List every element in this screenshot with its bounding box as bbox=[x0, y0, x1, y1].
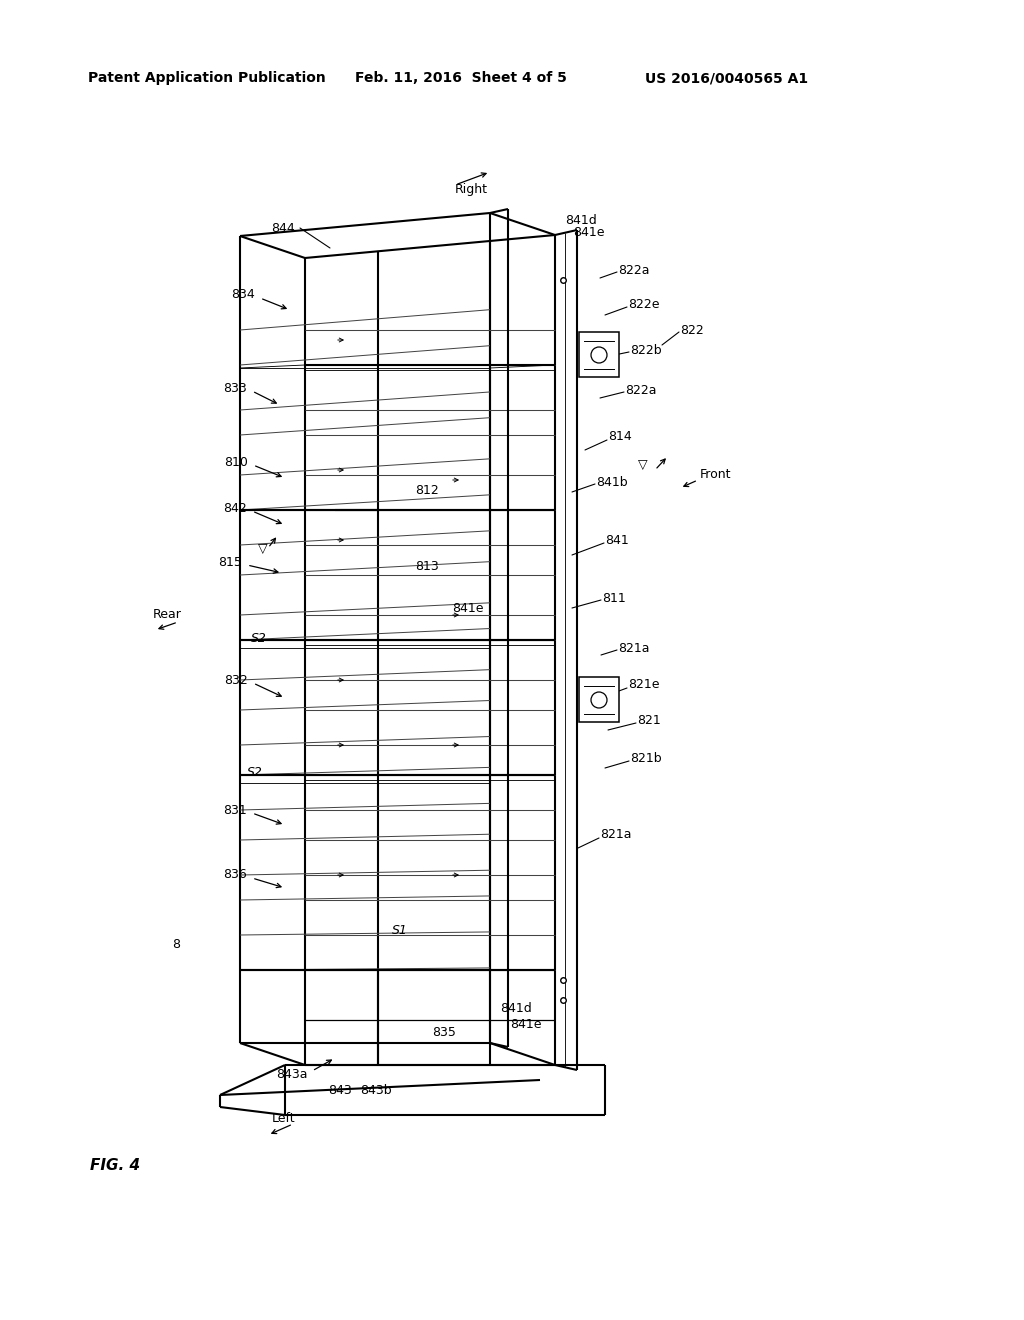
Text: 844: 844 bbox=[271, 222, 295, 235]
Text: Left: Left bbox=[271, 1111, 295, 1125]
Text: 841b: 841b bbox=[596, 475, 628, 488]
Text: 841d: 841d bbox=[500, 1002, 531, 1015]
Text: 841: 841 bbox=[605, 533, 629, 546]
Text: Front: Front bbox=[700, 469, 731, 482]
Text: Right: Right bbox=[455, 183, 488, 197]
Text: 821e: 821e bbox=[628, 678, 659, 692]
Text: 833: 833 bbox=[223, 381, 247, 395]
Text: 821a: 821a bbox=[600, 829, 632, 842]
Text: US 2016/0040565 A1: US 2016/0040565 A1 bbox=[645, 71, 808, 84]
Text: 843: 843 bbox=[328, 1084, 352, 1097]
Text: 822e: 822e bbox=[628, 298, 659, 312]
Text: 815: 815 bbox=[218, 556, 242, 569]
Text: 813: 813 bbox=[415, 561, 438, 573]
Text: 841e: 841e bbox=[452, 602, 483, 615]
Text: 812: 812 bbox=[415, 483, 438, 496]
Text: ▽: ▽ bbox=[638, 458, 647, 471]
Text: 814: 814 bbox=[608, 430, 632, 444]
Text: 822b: 822b bbox=[630, 343, 662, 356]
Text: 822: 822 bbox=[680, 323, 703, 337]
Text: Rear: Rear bbox=[154, 609, 182, 622]
Bar bbox=[579, 333, 618, 378]
Text: 832: 832 bbox=[224, 673, 248, 686]
Text: S2: S2 bbox=[247, 767, 263, 780]
Circle shape bbox=[591, 347, 607, 363]
Text: Feb. 11, 2016  Sheet 4 of 5: Feb. 11, 2016 Sheet 4 of 5 bbox=[355, 71, 567, 84]
Text: Patent Application Publication: Patent Application Publication bbox=[88, 71, 326, 84]
Text: 831: 831 bbox=[223, 804, 247, 817]
Text: 835: 835 bbox=[432, 1026, 456, 1039]
Text: 822a: 822a bbox=[618, 264, 649, 276]
Text: 821b: 821b bbox=[630, 751, 662, 764]
Text: 836: 836 bbox=[223, 869, 247, 882]
Text: 821: 821 bbox=[637, 714, 660, 726]
Text: 841e: 841e bbox=[510, 1019, 542, 1031]
Text: 843b: 843b bbox=[360, 1084, 391, 1097]
Text: S1: S1 bbox=[392, 924, 408, 936]
Bar bbox=[579, 677, 618, 722]
Text: 8: 8 bbox=[172, 939, 180, 952]
Text: 843a: 843a bbox=[276, 1068, 308, 1081]
Text: 810: 810 bbox=[224, 455, 248, 469]
Text: 821a: 821a bbox=[618, 642, 649, 655]
Text: 841d: 841d bbox=[565, 214, 597, 227]
Text: 834: 834 bbox=[231, 289, 255, 301]
Text: 822a: 822a bbox=[625, 384, 656, 396]
Text: 811: 811 bbox=[602, 591, 626, 605]
Text: 842: 842 bbox=[223, 502, 247, 515]
Text: FIG. 4: FIG. 4 bbox=[90, 1158, 140, 1172]
Circle shape bbox=[591, 692, 607, 708]
Text: S2: S2 bbox=[251, 631, 267, 644]
Text: 841e: 841e bbox=[573, 226, 604, 239]
Text: ▽: ▽ bbox=[258, 541, 267, 554]
